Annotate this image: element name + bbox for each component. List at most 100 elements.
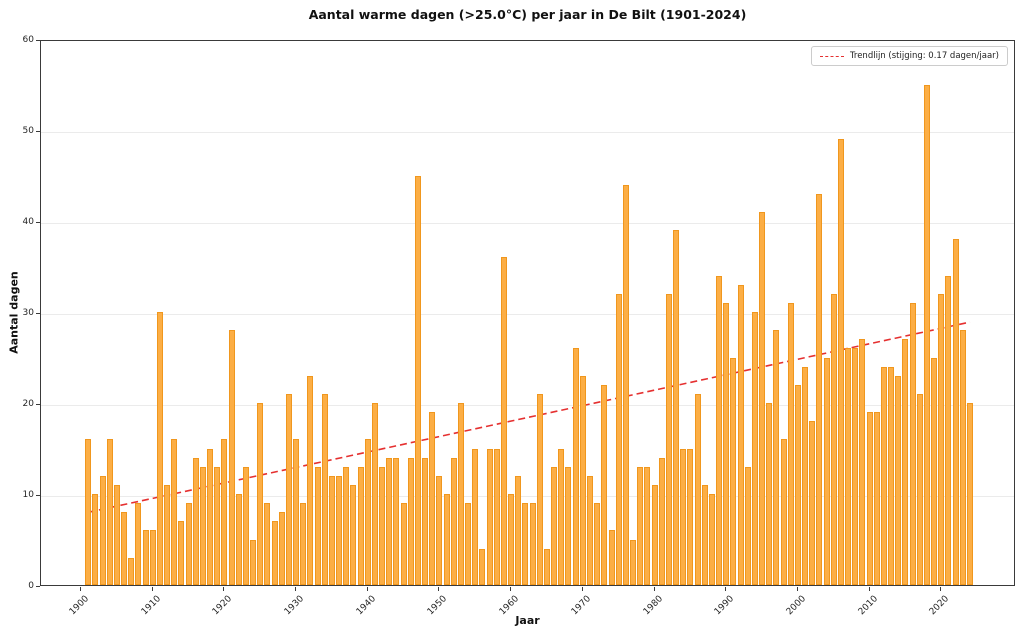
bar-1952: [450, 457, 457, 585]
bar-2004: [823, 357, 830, 585]
bar-2001: [802, 366, 809, 585]
bar-1924: [250, 539, 257, 585]
bar-1979: [644, 466, 651, 585]
bar-2020: [938, 293, 945, 585]
bar-2010: [866, 412, 873, 585]
bar-2017: [916, 393, 923, 585]
x-tick-2020: [940, 587, 942, 591]
bar-1995: [759, 211, 766, 585]
legend: Trendlijn (stijging: 0.17 dagen/jaar): [810, 46, 1008, 66]
y-tick-label-30: 30: [22, 308, 34, 318]
bar-1918: [207, 448, 214, 585]
bar-1913: [171, 439, 178, 585]
x-tick-1970: [581, 587, 583, 591]
bar-1998: [780, 439, 787, 585]
bar-1930: [293, 439, 300, 585]
bar-1925: [257, 403, 264, 585]
bar-1978: [637, 466, 644, 585]
gridline-30: [41, 314, 1014, 315]
bar-1945: [400, 503, 407, 585]
bar-2018: [923, 84, 930, 585]
bar-1969: [572, 348, 579, 585]
trendline-dashes: [88, 321, 971, 514]
bar-1970: [579, 375, 586, 585]
bar-1951: [443, 494, 450, 585]
y-tick-30: [36, 313, 40, 314]
bar-1927: [271, 521, 278, 585]
gridline-40: [41, 223, 1014, 224]
bar-1972: [594, 503, 601, 585]
gridline-20: [41, 405, 1014, 406]
bar-1946: [407, 457, 414, 585]
bar-1992: [737, 284, 744, 585]
y-tick-10: [36, 495, 40, 496]
dashed-line-icon: [819, 55, 844, 57]
x-tick-1930: [295, 587, 297, 591]
bar-2022: [952, 239, 959, 585]
bar-1921: [228, 330, 235, 585]
bar-1953: [457, 403, 464, 585]
y-tick-label-0: 0: [28, 581, 34, 591]
bar-1928: [278, 512, 285, 585]
bar-1962: [522, 503, 529, 585]
bar-2016: [909, 302, 916, 585]
bar-1932: [307, 375, 314, 585]
bar-2015: [902, 339, 909, 585]
bar-2008: [852, 348, 859, 585]
bar-1923: [242, 466, 249, 585]
bar-1948: [422, 457, 429, 585]
x-tick-1940: [366, 587, 368, 591]
bar-1915: [185, 503, 192, 585]
bar-1939: [357, 466, 364, 585]
bar-1954: [465, 503, 472, 585]
bar-1914: [178, 521, 185, 585]
bar-1911: [156, 312, 163, 585]
bar-1926: [264, 503, 271, 585]
bar-1955: [472, 448, 479, 585]
bar-1959: [500, 257, 507, 585]
bar-2014: [895, 375, 902, 585]
bar-1956: [479, 548, 486, 585]
bar-1944: [393, 457, 400, 585]
bar-2023: [959, 330, 966, 585]
bar-2003: [816, 193, 823, 585]
gridline-10: [41, 496, 1014, 497]
bar-1967: [558, 448, 565, 585]
bar-1909: [142, 530, 149, 585]
bar-1981: [658, 457, 665, 585]
y-tick-50: [36, 131, 40, 132]
y-tick-label-40: 40: [22, 217, 34, 227]
bar-1997: [773, 330, 780, 585]
bar-1912: [164, 484, 171, 585]
bar-1982: [665, 293, 672, 585]
bar-1935: [328, 475, 335, 585]
bar-1966: [551, 466, 558, 585]
bar-1916: [192, 457, 199, 585]
x-tick-1950: [438, 587, 440, 591]
bar-1977: [630, 539, 636, 585]
bar-1986: [694, 393, 701, 585]
y-tick-20: [36, 404, 40, 405]
plot-canvas: Trendlijn (stijging: 0.17 dagen/jaar): [41, 41, 1014, 585]
bar-1907: [128, 557, 135, 585]
x-axis-label: Jaar: [515, 614, 540, 627]
bar-1988: [708, 494, 715, 585]
bar-1901: [85, 439, 92, 585]
bar-1957: [486, 448, 493, 585]
bar-2007: [845, 348, 852, 585]
bar-2002: [809, 421, 816, 585]
bar-1910: [149, 530, 156, 585]
bar-2013: [888, 366, 895, 585]
y-tick-0: [36, 586, 40, 587]
plot-area: Trendlijn (stijging: 0.17 dagen/jaar): [40, 40, 1015, 586]
bar-1933: [314, 466, 321, 585]
bar-1931: [300, 503, 307, 585]
bar-1990: [723, 302, 730, 585]
bar-2009: [859, 339, 866, 585]
bar-1984: [680, 448, 687, 585]
bar-1934: [321, 393, 328, 585]
bar-1929: [285, 393, 292, 585]
bar-1906: [121, 512, 127, 585]
bar-1947: [414, 175, 421, 585]
y-tick-label-10: 10: [22, 490, 34, 500]
